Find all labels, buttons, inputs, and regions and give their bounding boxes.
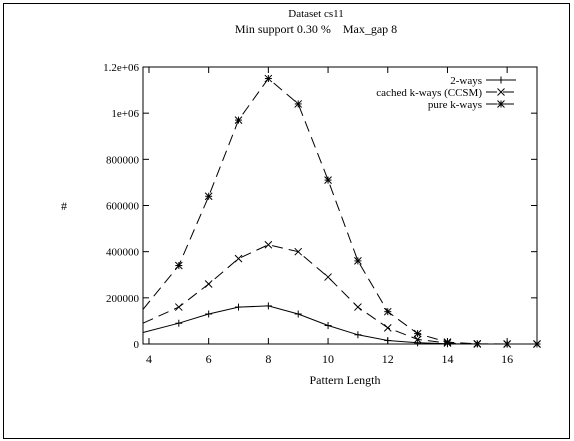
x-tick-label: 6 [206, 352, 212, 366]
series-1-point [175, 319, 183, 327]
series-3-point [383, 307, 392, 316]
x-tick-label: 8 [265, 352, 271, 366]
series-3-point [354, 257, 362, 265]
series-3-point [413, 329, 422, 338]
series-3-point [174, 261, 183, 270]
x-tick-label: 12 [382, 352, 394, 366]
series-line-1 [142, 305, 537, 345]
figure-frame [3, 3, 570, 439]
x-tick-label: 14 [441, 352, 453, 366]
series-3-point [264, 74, 273, 83]
series-2-point [264, 240, 273, 249]
series-1-point [354, 331, 362, 339]
series-1-point [414, 339, 422, 347]
y-tick-label: 1e+06 [111, 108, 139, 120]
chart-title: Dataset cs11 [288, 8, 344, 20]
legend-label: pure k-ways [428, 99, 482, 111]
series-1-point [294, 310, 302, 318]
legend-label: cached k-ways (CCSM) [376, 87, 482, 99]
series-2-point [383, 323, 392, 332]
y-tick-label: 800000 [106, 154, 140, 166]
series-3-point [234, 116, 243, 124]
plot-area [142, 74, 541, 348]
y-tick-label: 0 [134, 339, 140, 351]
legend-marker [497, 100, 505, 108]
series-1-point [235, 303, 243, 311]
series-2-point [324, 273, 332, 281]
y-tick-label: 400000 [106, 247, 140, 259]
x-tick-label: 10 [322, 352, 334, 366]
series-2-point [234, 254, 243, 263]
y-axis-label: # [61, 199, 67, 213]
y-tick-label: 200000 [106, 293, 140, 305]
series-3-point [294, 100, 303, 108]
x-tick-label: 16 [501, 352, 513, 366]
legend-label: 2-ways [450, 75, 482, 87]
series-2-point [354, 303, 362, 311]
series-3-point [324, 176, 332, 184]
y-tick-label: 1.2e+06 [103, 62, 139, 74]
series-2-point [294, 247, 303, 256]
x-tick-label: 4 [146, 352, 152, 366]
series-2-point [174, 303, 183, 311]
series-1-point [264, 302, 272, 310]
x-axis-label: Pattern Length [310, 373, 381, 387]
legend-marker [497, 76, 505, 84]
series-line-3 [142, 77, 537, 345]
series-2-point [204, 280, 213, 288]
series-2-point [413, 335, 422, 344]
series-1-point [205, 310, 213, 318]
axes: 0 200000 400000 600000 800000 1e+06 1.2e+06 4 6 8… [103, 62, 538, 366]
chart-subtitle: Min support 0.30 % Max_gap 8 [235, 22, 397, 36]
legend-marker [497, 88, 505, 96]
series-3-point [204, 192, 213, 201]
series-1-point [324, 322, 332, 330]
y-tick-label: 600000 [106, 201, 140, 213]
